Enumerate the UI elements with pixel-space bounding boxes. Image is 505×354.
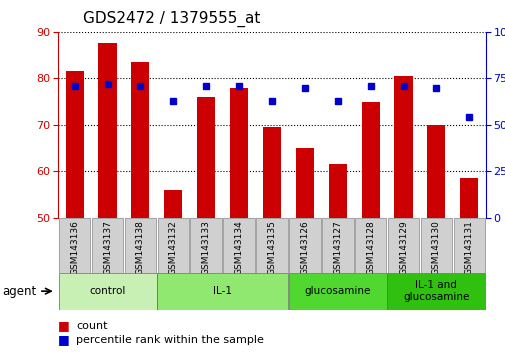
Text: GSM143137: GSM143137 xyxy=(103,221,112,275)
FancyBboxPatch shape xyxy=(157,273,287,310)
Text: GSM143127: GSM143127 xyxy=(333,221,341,275)
Text: IL-1 and
glucosamine: IL-1 and glucosamine xyxy=(402,280,469,302)
FancyBboxPatch shape xyxy=(387,273,484,310)
FancyBboxPatch shape xyxy=(387,218,419,273)
Text: count: count xyxy=(76,321,107,331)
Text: control: control xyxy=(89,286,125,296)
Text: GSM143132: GSM143132 xyxy=(169,221,177,275)
Text: GSM143138: GSM143138 xyxy=(136,221,144,275)
Bar xyxy=(164,190,182,218)
Text: glucosamine: glucosamine xyxy=(304,286,370,296)
FancyBboxPatch shape xyxy=(157,218,189,273)
Bar xyxy=(230,88,247,218)
FancyBboxPatch shape xyxy=(288,273,386,310)
Text: agent: agent xyxy=(3,285,37,298)
Text: ■: ■ xyxy=(58,333,70,346)
FancyBboxPatch shape xyxy=(321,218,353,273)
Text: GSM143126: GSM143126 xyxy=(300,221,309,275)
FancyBboxPatch shape xyxy=(190,218,222,273)
Text: GSM143131: GSM143131 xyxy=(464,221,473,275)
Text: ■: ■ xyxy=(58,319,70,332)
Bar xyxy=(361,102,379,218)
FancyBboxPatch shape xyxy=(452,218,484,273)
FancyBboxPatch shape xyxy=(256,218,287,273)
Bar xyxy=(394,76,412,218)
FancyBboxPatch shape xyxy=(223,218,255,273)
Bar xyxy=(427,125,444,218)
FancyBboxPatch shape xyxy=(59,218,90,273)
Bar xyxy=(98,44,116,218)
Text: GSM143135: GSM143135 xyxy=(267,221,276,275)
Text: GSM143128: GSM143128 xyxy=(366,221,374,275)
Text: GDS2472 / 1379555_at: GDS2472 / 1379555_at xyxy=(83,11,261,27)
Text: GSM143133: GSM143133 xyxy=(201,221,210,275)
FancyBboxPatch shape xyxy=(288,218,320,273)
Bar xyxy=(197,97,215,218)
Text: GSM143136: GSM143136 xyxy=(70,221,79,275)
Text: percentile rank within the sample: percentile rank within the sample xyxy=(76,335,263,345)
FancyBboxPatch shape xyxy=(420,218,451,273)
FancyBboxPatch shape xyxy=(124,218,156,273)
Text: IL-1: IL-1 xyxy=(213,286,232,296)
Text: GSM143130: GSM143130 xyxy=(431,221,440,275)
Bar xyxy=(263,127,280,218)
Bar xyxy=(328,164,346,218)
Text: GSM143134: GSM143134 xyxy=(234,221,243,275)
FancyBboxPatch shape xyxy=(354,218,386,273)
Text: GSM143129: GSM143129 xyxy=(398,221,407,275)
Bar xyxy=(460,178,477,218)
Bar xyxy=(131,62,149,218)
Bar xyxy=(295,148,313,218)
Bar xyxy=(66,72,83,218)
FancyBboxPatch shape xyxy=(91,218,123,273)
FancyBboxPatch shape xyxy=(59,273,156,310)
